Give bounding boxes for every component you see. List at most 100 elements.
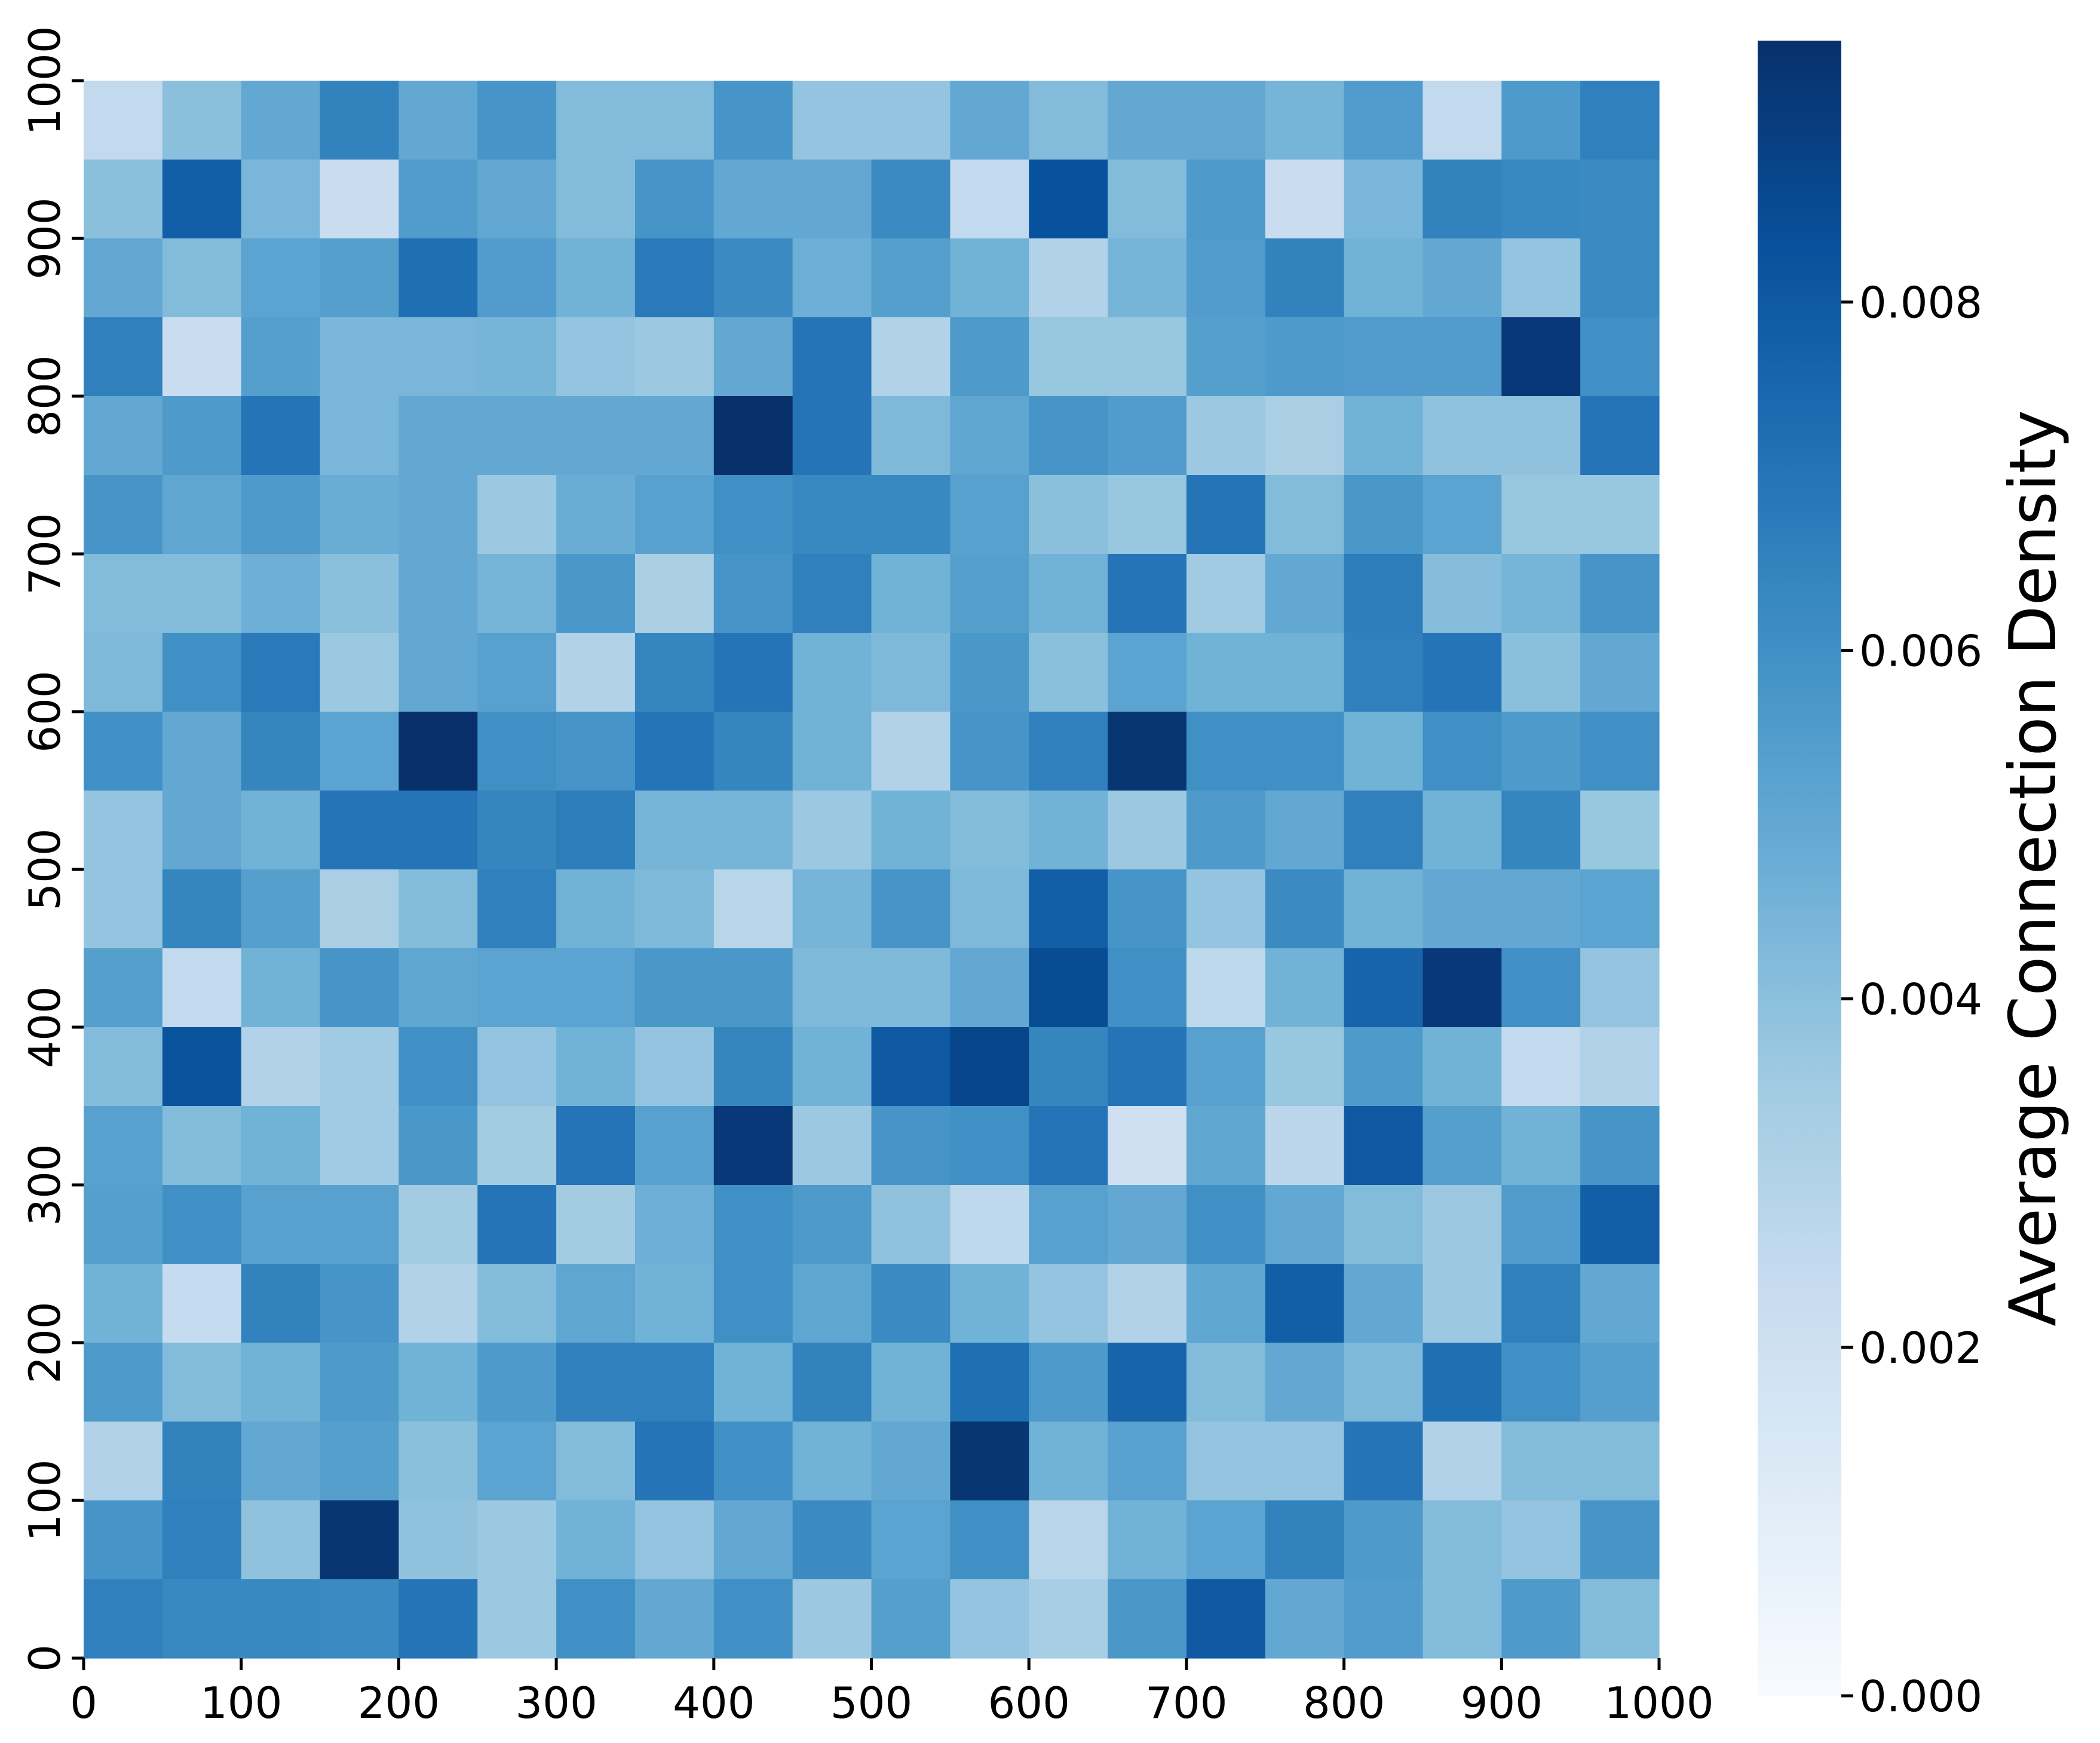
heatmap-cell: [1501, 317, 1581, 397]
heatmap-cell: [1029, 81, 1108, 160]
heatmap-cell: [871, 238, 951, 318]
heatmap-cell: [1108, 1027, 1187, 1107]
heatmap-cell: [950, 869, 1029, 949]
heatmap-cell: [1580, 948, 1660, 1028]
y-tick-label: 900: [20, 197, 70, 279]
heatmap-cell: [320, 712, 399, 791]
heatmap-cell: [1501, 238, 1581, 318]
heatmap-cell: [1580, 396, 1660, 476]
heatmap-cell: [1108, 238, 1187, 318]
heatmap-cell: [1108, 712, 1187, 791]
heatmap-cell: [320, 317, 399, 397]
y-tick-label: 100: [20, 1459, 70, 1541]
heatmap-cell: [1501, 1185, 1581, 1264]
heatmap-cell: [634, 554, 715, 633]
colorbar-tick-label: 0.006: [1859, 626, 1982, 676]
heatmap-cell: [713, 160, 793, 239]
heatmap-cell: [320, 1422, 399, 1501]
heatmap-cell: [1265, 1027, 1345, 1107]
heatmap-cell: [1423, 81, 1502, 160]
heatmap-cell: [792, 712, 872, 791]
heatmap-cell: [1029, 633, 1108, 712]
heatmap-cells: [84, 81, 1660, 1659]
heatmap-cell: [1108, 633, 1187, 712]
heatmap-cell: [1029, 869, 1108, 949]
heatmap-cell: [1029, 317, 1108, 397]
heatmap-cell: [871, 1343, 951, 1422]
heatmap-cell: [713, 1264, 793, 1343]
heatmap-cell: [162, 1106, 242, 1186]
heatmap-cell: [477, 81, 557, 160]
heatmap-cell: [1344, 948, 1424, 1028]
heatmap-cell: [871, 1185, 951, 1264]
heatmap-cell: [1186, 1027, 1266, 1107]
heatmap-cell: [1580, 712, 1660, 791]
heatmap-cell: [634, 1579, 715, 1659]
heatmap-cell: [1344, 1185, 1424, 1264]
y-tick-label: 400: [20, 986, 70, 1068]
heatmap-cell: [1501, 869, 1581, 949]
heatmap-cell: [1108, 317, 1187, 397]
heatmap-cell: [477, 1106, 557, 1186]
heatmap-cell: [477, 791, 557, 870]
heatmap-cell: [398, 1422, 478, 1501]
heatmap-cell: [1108, 1579, 1187, 1659]
heatmap-cell: [477, 948, 557, 1028]
heatmap-cell: [871, 317, 951, 397]
heatmap-cell: [556, 1422, 636, 1501]
x-tick-label: 1000: [1604, 1678, 1713, 1728]
heatmap-cell: [398, 1500, 478, 1580]
heatmap-cell: [162, 633, 242, 712]
heatmap-cell: [1580, 238, 1660, 318]
heatmap-cell: [241, 475, 321, 555]
heatmap-cell: [1265, 1343, 1345, 1422]
heatmap-cell: [556, 1185, 636, 1264]
heatmap-cell: [1344, 1422, 1424, 1501]
heatmap-cell: [162, 869, 242, 949]
heatmap-cell: [950, 1579, 1029, 1659]
heatmap-cell: [713, 1106, 793, 1186]
heatmap-cell: [950, 1106, 1029, 1186]
heatmap-cell: [634, 238, 715, 318]
heatmap-cell: [1344, 81, 1424, 160]
heatmap-cell: [713, 317, 793, 397]
heatmap-cell: [398, 633, 478, 712]
heatmap-cell: [84, 475, 163, 555]
heatmap-cell: [477, 869, 557, 949]
heatmap-cell: [634, 1422, 715, 1501]
heatmap-cell: [950, 160, 1029, 239]
heatmap-cell: [792, 1027, 872, 1107]
heatmap-cell: [1501, 791, 1581, 870]
heatmap-cell: [1186, 712, 1266, 791]
heatmap-cell: [1501, 948, 1581, 1028]
heatmap-cell: [320, 1579, 399, 1659]
heatmap-cell: [1265, 81, 1345, 160]
heatmap-cell: [950, 554, 1029, 633]
heatmap-cell: [1108, 1500, 1187, 1580]
heatmap-cell: [634, 1343, 715, 1422]
heatmap-cell: [1265, 160, 1345, 239]
heatmap-cell: [477, 238, 557, 318]
heatmap-cell: [1265, 475, 1345, 555]
heatmap-cell: [398, 948, 478, 1028]
heatmap-cell: [950, 1185, 1029, 1264]
heatmap-cell: [477, 554, 557, 633]
heatmap-cell: [1344, 1106, 1424, 1186]
heatmap-cell: [1108, 1106, 1187, 1186]
heatmap-cell: [241, 554, 321, 633]
heatmap-cell: [950, 712, 1029, 791]
heatmap-cell: [477, 160, 557, 239]
heatmap-cell: [950, 238, 1029, 318]
x-tick-label: 500: [830, 1678, 912, 1728]
heatmap-cell: [241, 1264, 321, 1343]
heatmap-cell: [1501, 1422, 1581, 1501]
heatmap-cell: [320, 1500, 399, 1580]
heatmap-cell: [320, 633, 399, 712]
heatmap-cell: [1344, 1500, 1424, 1580]
heatmap-cell: [241, 712, 321, 791]
heatmap-cell: [241, 1422, 321, 1501]
heatmap-cell: [477, 396, 557, 476]
heatmap-cell: [556, 238, 636, 318]
x-axis: 0 100 200 300 400 500 600 700 800 900 1000: [70, 1658, 1714, 1728]
heatmap-cell: [1580, 1185, 1660, 1264]
